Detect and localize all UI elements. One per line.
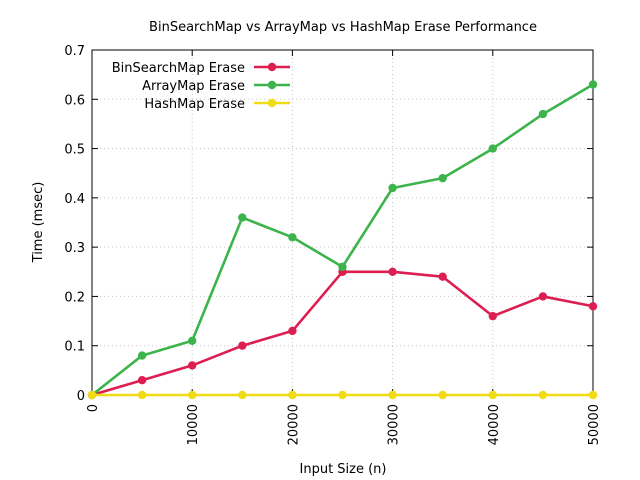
y-tick-label: 0.3: [64, 241, 85, 256]
data-point-binsearchmap-erase: [488, 311, 497, 321]
data-point-hashmap-erase: [87, 390, 97, 400]
legend: BinSearchMap Erase ArrayMap Erase HashMap …: [112, 61, 290, 112]
y-tick-label: 0.1: [64, 340, 85, 355]
legend-item-hashmap-erase: HashMap Erase: [144, 97, 290, 112]
data-point-hashmap-erase: [288, 390, 297, 400]
data-point-arraymap-erase: [137, 351, 147, 360]
data-point-arraymap-erase: [238, 213, 247, 222]
data-point-binsearchmap-erase: [137, 376, 147, 385]
data-point-hashmap-erase: [137, 390, 147, 400]
y-tick-label: 0.6: [64, 93, 85, 108]
data-point-binsearchmap-erase: [288, 326, 297, 336]
chart-title: BinSearchMap vs ArrayMap vs HashMap Eras…: [149, 20, 537, 35]
data-point-hashmap-erase: [588, 390, 598, 400]
data-point-hashmap-erase: [188, 390, 197, 400]
y-tick-label: 0.5: [64, 143, 85, 158]
series-hashmap-erase: [87, 390, 598, 400]
series-arraymap-erase: [87, 80, 598, 400]
data-point-arraymap-erase: [438, 173, 447, 183]
legend-label: HashMap Erase: [144, 97, 245, 112]
legend-item-binsearchmap-erase: BinSearchMap Erase: [112, 61, 290, 76]
x-tick-label: 0: [86, 404, 101, 412]
y-tick-label: 0.4: [64, 192, 85, 207]
x-axis-label: Input Size (n): [300, 462, 387, 477]
data-point-hashmap-erase: [438, 390, 447, 400]
data-point-binsearchmap-erase: [188, 361, 197, 370]
data-point-arraymap-erase: [388, 183, 397, 193]
data-point-arraymap-erase: [538, 109, 548, 119]
data-point-hashmap-erase: [388, 390, 397, 400]
legend-swatch-marker: [267, 80, 277, 90]
legend-label: ArrayMap Erase: [142, 79, 245, 94]
y-axis-label: Time (msec): [31, 182, 46, 264]
y-axis-tick-labels: 0 0.1 0.2 0.3 0.4 0.5 0.6 0.7: [64, 44, 85, 404]
x-tick-label: 20000: [286, 404, 301, 445]
x-tick-label: 10000: [186, 404, 201, 445]
x-tick-label: 50000: [587, 404, 602, 445]
x-axis-tick-labels: 0 10000 20000 30000 40000 50000: [86, 404, 602, 445]
data-point-arraymap-erase: [588, 80, 598, 89]
x-tick-label: 40000: [487, 404, 502, 445]
data-point-binsearchmap-erase: [438, 272, 447, 281]
data-point-hashmap-erase: [238, 390, 247, 400]
data-point-binsearchmap-erase: [388, 267, 397, 276]
legend-swatch-marker: [267, 62, 277, 72]
legend-swatch-marker: [267, 98, 277, 108]
y-tick-label: 0.2: [64, 290, 85, 305]
data-point-hashmap-erase: [538, 390, 548, 400]
data-point-binsearchmap-erase: [538, 292, 548, 301]
data-point-binsearchmap-erase: [238, 341, 247, 350]
legend-item-arraymap-erase: ArrayMap Erase: [142, 79, 290, 94]
data-series: [87, 80, 598, 400]
data-point-arraymap-erase: [188, 336, 197, 345]
grid-lines: [92, 50, 593, 395]
x-tick-label: 30000: [387, 404, 402, 445]
data-point-arraymap-erase: [288, 233, 297, 242]
y-tick-label: 0: [77, 389, 85, 404]
data-point-binsearchmap-erase: [588, 302, 598, 311]
data-point-arraymap-erase: [338, 262, 347, 272]
y-tick-label: 0.7: [64, 44, 85, 59]
legend-label: BinSearchMap Erase: [112, 61, 245, 76]
data-point-hashmap-erase: [338, 390, 347, 400]
data-point-arraymap-erase: [488, 144, 497, 153]
data-point-hashmap-erase: [488, 390, 497, 400]
